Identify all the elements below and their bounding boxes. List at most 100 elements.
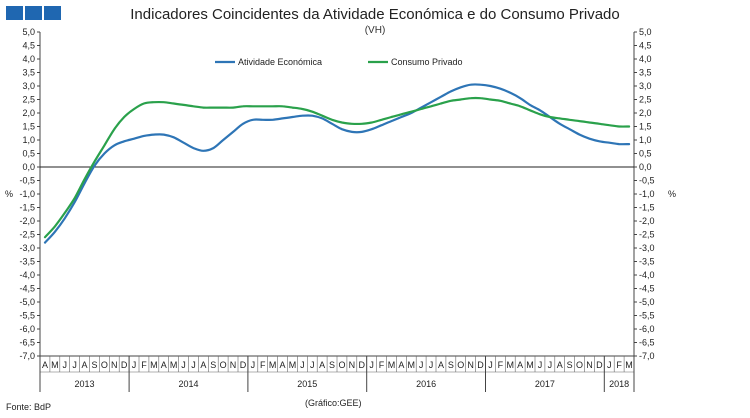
- y-tick-label-right: -6,5: [639, 338, 655, 348]
- month-label: J: [488, 360, 493, 370]
- y-tick-label-left: 2,0: [22, 108, 35, 118]
- y-tick-label-left: -1,5: [19, 203, 35, 213]
- month-label: M: [289, 360, 297, 370]
- month-label: J: [72, 360, 77, 370]
- month-label: O: [338, 360, 345, 370]
- y-tick-label-right: -4,5: [639, 284, 655, 294]
- y-tick-label-left: 2,5: [22, 95, 35, 105]
- year-label: 2013: [75, 379, 95, 389]
- month-label: S: [91, 360, 97, 370]
- month-label: S: [567, 360, 573, 370]
- month-label: J: [548, 360, 553, 370]
- month-label: M: [150, 360, 158, 370]
- month-label: N: [586, 360, 593, 370]
- y-tick-label-right: -7,0: [639, 351, 655, 361]
- month-label: A: [319, 360, 325, 370]
- month-label: M: [51, 360, 59, 370]
- y-tick-label-left: -3,0: [19, 243, 35, 253]
- y-tick-label-right: 0,5: [639, 149, 652, 159]
- y-tick-label-left: 0,0: [22, 162, 35, 172]
- y-tick-label-left: -2,5: [19, 230, 35, 240]
- month-label: D: [477, 360, 484, 370]
- year-label: 2014: [178, 379, 198, 389]
- month-label: J: [181, 360, 186, 370]
- chart-title: Indicadores Coincidentes da Atividade Ec…: [130, 6, 620, 23]
- month-label: M: [507, 360, 515, 370]
- month-label: J: [132, 360, 137, 370]
- y-tick-label-right: -1,5: [639, 203, 655, 213]
- month-label: O: [457, 360, 464, 370]
- y-tick-label-right: -4,0: [639, 270, 655, 280]
- month-label: D: [121, 360, 128, 370]
- y-tick-label-right: -2,0: [639, 216, 655, 226]
- month-label: O: [576, 360, 583, 370]
- y-tick-label-left: 3,0: [22, 81, 35, 91]
- y-tick-label-right: 5,0: [639, 27, 652, 37]
- month-label: J: [429, 360, 434, 370]
- y-tick-label-right: 4,0: [639, 54, 652, 64]
- y-tick-label-left: 4,5: [22, 41, 35, 51]
- month-label: N: [111, 360, 118, 370]
- month-label: J: [607, 360, 612, 370]
- y-tick-label-left: -2,0: [19, 216, 35, 226]
- month-label: A: [280, 360, 286, 370]
- y-tick-label-right: -5,5: [639, 311, 655, 321]
- month-label: D: [240, 360, 247, 370]
- y-tick-label-right: -5,0: [639, 297, 655, 307]
- year-label: 2016: [416, 379, 436, 389]
- credit-note: (Gráfico:GEE): [305, 398, 362, 408]
- month-label: O: [220, 360, 227, 370]
- y-tick-label-left: 4,0: [22, 54, 35, 64]
- month-label: N: [467, 360, 474, 370]
- y-tick-label-left: -1,0: [19, 189, 35, 199]
- month-label: S: [210, 360, 216, 370]
- month-label: M: [170, 360, 178, 370]
- logo-square-2: [25, 6, 42, 20]
- series-line-atividade-economica: [43, 83, 631, 244]
- y-tick-label-left: -6,5: [19, 338, 35, 348]
- month-label: N: [230, 360, 237, 370]
- month-label: F: [141, 360, 147, 370]
- y-tick-label-left: -5,5: [19, 311, 35, 321]
- y-tick-label-right: 4,5: [639, 41, 652, 51]
- y-tick-label-left: -6,0: [19, 324, 35, 334]
- y-tick-label-left: -7,0: [19, 351, 35, 361]
- month-label: N: [349, 360, 356, 370]
- month-label: J: [538, 360, 543, 370]
- month-label: D: [359, 360, 366, 370]
- series-line-consumo-privado: [43, 96, 631, 239]
- month-label: F: [616, 360, 622, 370]
- month-label: A: [42, 360, 48, 370]
- month-label: O: [101, 360, 108, 370]
- y-tick-label-right: -2,5: [639, 230, 655, 240]
- y-tick-label-right: 3,0: [639, 81, 652, 91]
- logo-square-3: [44, 6, 61, 20]
- month-label: F: [260, 360, 266, 370]
- month-label: M: [408, 360, 416, 370]
- month-label: A: [200, 360, 206, 370]
- year-label: 2017: [535, 379, 555, 389]
- y-tick-label-left: 1,5: [22, 122, 35, 132]
- month-label: S: [448, 360, 454, 370]
- y-tick-label-right: 0,0: [639, 162, 652, 172]
- month-label: A: [161, 360, 167, 370]
- month-label: A: [557, 360, 563, 370]
- y-tick-label-left: 1,0: [22, 135, 35, 145]
- y-tick-label-left: 3,5: [22, 68, 35, 78]
- y-tick-label-right: -6,0: [639, 324, 655, 334]
- y-tick-label-left: -3,5: [19, 257, 35, 267]
- y-tick-label-right: -0,5: [639, 176, 655, 186]
- month-label: M: [269, 360, 277, 370]
- month-label: S: [329, 360, 335, 370]
- month-label: A: [82, 360, 88, 370]
- y-tick-label-right: 2,0: [639, 108, 652, 118]
- y-tick-label-left: -5,0: [19, 297, 35, 307]
- y-tick-label-right: -3,5: [639, 257, 655, 267]
- month-label: J: [191, 360, 196, 370]
- month-label: M: [526, 360, 534, 370]
- month-label: J: [419, 360, 424, 370]
- month-label: A: [438, 360, 444, 370]
- month-label: A: [517, 360, 523, 370]
